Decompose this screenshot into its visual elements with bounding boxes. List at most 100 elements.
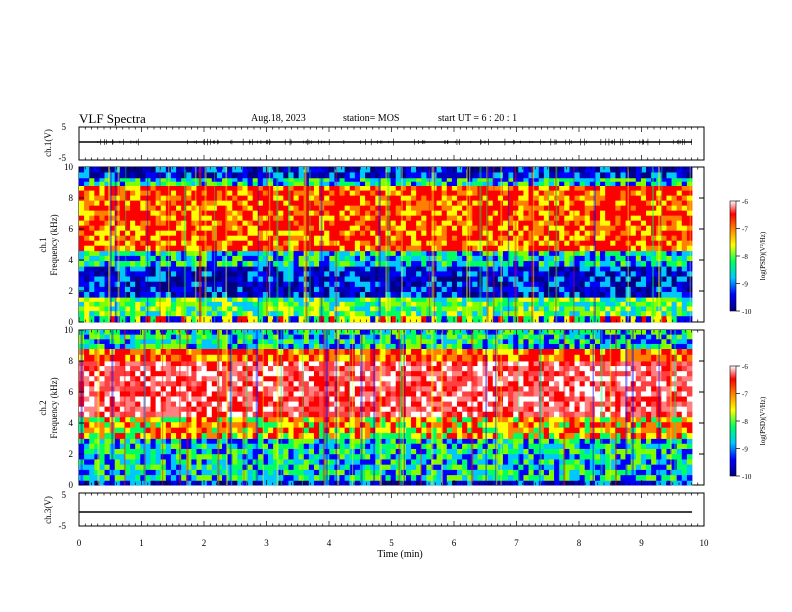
spectrogram-cell bbox=[268, 195, 274, 202]
spectrogram-cell bbox=[319, 469, 325, 476]
spectrogram-cell bbox=[349, 172, 356, 179]
spectrogram-cell bbox=[222, 266, 228, 272]
spectrogram-cell bbox=[533, 271, 540, 277]
spectrogram-cell bbox=[130, 448, 136, 455]
spectrogram-cell bbox=[411, 469, 417, 476]
spectrogram-cell bbox=[477, 281, 483, 288]
spectrogram-cell bbox=[170, 240, 177, 247]
spectrogram-cell bbox=[278, 167, 284, 173]
spectrogram-cell bbox=[487, 181, 494, 186]
spectrogram-cell bbox=[472, 480, 478, 486]
spectrogram-cell bbox=[329, 250, 335, 257]
spectrogram-cell bbox=[273, 266, 279, 272]
spectrogram-cell bbox=[283, 315, 289, 323]
spectrogram-cell bbox=[538, 200, 545, 207]
spectrogram-cell bbox=[319, 167, 325, 173]
spectrogram-cell bbox=[390, 315, 397, 323]
spectrogram-cell bbox=[508, 315, 514, 323]
spectrogram-cell bbox=[528, 240, 535, 247]
spectrogram-cell bbox=[242, 464, 248, 471]
spectrogram-cell bbox=[656, 215, 662, 222]
spectrogram-cell bbox=[170, 181, 177, 186]
spectrogram-cell bbox=[523, 271, 529, 277]
spectrogram-cell bbox=[124, 281, 131, 288]
spectrogram-cell bbox=[589, 210, 596, 217]
spectrogram-cell bbox=[681, 464, 688, 471]
spectrogram-cell bbox=[84, 245, 90, 252]
burst-streak bbox=[268, 167, 271, 322]
spectrogram-cell bbox=[354, 240, 361, 247]
spectrogram-cell bbox=[431, 195, 437, 202]
spectrogram-cell bbox=[610, 167, 616, 173]
spectrogram-cell bbox=[666, 475, 672, 481]
spectrogram-cell bbox=[513, 167, 519, 173]
spectrogram-cell bbox=[472, 215, 478, 222]
spectrogram-cell bbox=[124, 454, 131, 460]
spectrogram-cell bbox=[462, 297, 468, 303]
spectrogram-cell bbox=[380, 210, 386, 217]
spectrogram-cell bbox=[421, 181, 427, 186]
spectrogram-cell bbox=[216, 200, 223, 207]
spectrogram-cell bbox=[615, 448, 621, 455]
spectrogram-cell bbox=[431, 306, 437, 312]
spectrogram-cell bbox=[201, 297, 208, 303]
spectrogram-cell bbox=[344, 195, 351, 202]
spectrogram-cell bbox=[656, 276, 662, 283]
spectrogram-cell bbox=[170, 172, 177, 179]
spectrogram-cell bbox=[273, 200, 279, 207]
spectrogram-cell bbox=[79, 297, 85, 303]
spectrogram-cell bbox=[94, 185, 100, 192]
spectrogram-cell bbox=[160, 255, 167, 262]
spectrogram-cell bbox=[303, 240, 310, 247]
spectrogram-cell bbox=[451, 195, 458, 202]
spectrogram-cell bbox=[589, 306, 596, 312]
spectrogram-cell bbox=[630, 266, 637, 272]
spectrogram-cell bbox=[119, 301, 126, 307]
spectrogram-cell bbox=[262, 266, 269, 272]
spectrogram-cell bbox=[431, 177, 437, 183]
spectrogram-cell bbox=[482, 220, 489, 227]
spectrogram-cell bbox=[564, 261, 570, 267]
spectrogram-cell bbox=[334, 225, 340, 232]
spectrogram-cell bbox=[600, 261, 606, 267]
spectrogram-cell bbox=[574, 306, 581, 312]
spectrogram-cell bbox=[79, 250, 85, 257]
spectrogram-cell bbox=[94, 292, 100, 298]
spectrogram-cell bbox=[462, 464, 468, 471]
spectrogram-cell bbox=[278, 172, 284, 179]
spectrogram-cell bbox=[232, 225, 238, 232]
spectrogram-cell bbox=[451, 292, 458, 298]
spectrogram-cell bbox=[656, 454, 662, 460]
spectrogram-cell bbox=[99, 215, 105, 222]
spectrogram-cell bbox=[620, 454, 626, 460]
spectrogram-cell bbox=[124, 438, 131, 445]
spectrogram-cell bbox=[278, 250, 284, 257]
spectrogram-cell bbox=[492, 306, 499, 312]
spectrogram-cell bbox=[548, 266, 555, 272]
spectrogram-cell bbox=[365, 438, 371, 445]
spectrogram-cell bbox=[303, 167, 310, 173]
spectrogram-cell bbox=[518, 177, 524, 183]
spectrogram-cell bbox=[283, 245, 289, 252]
spectrogram-cell bbox=[119, 225, 126, 232]
spectrogram-cell bbox=[150, 167, 157, 173]
spectrogram-cell bbox=[620, 235, 626, 242]
spectrogram-cell bbox=[375, 454, 381, 460]
spectrogram-cell bbox=[640, 475, 647, 481]
spectrogram-cell bbox=[165, 261, 172, 267]
spectrogram-cell bbox=[303, 292, 310, 298]
spectrogram-cell bbox=[222, 438, 228, 445]
spectrogram-cell bbox=[145, 464, 151, 471]
spectrogram-cell bbox=[165, 225, 172, 232]
ch1-waveform-panel: 5 -5 ch.1(V) bbox=[43, 122, 705, 163]
spectrogram-cell bbox=[273, 185, 279, 192]
spectrogram-cell bbox=[497, 286, 504, 293]
spectrogram-cell bbox=[548, 306, 555, 312]
spectrogram-cell bbox=[140, 215, 146, 222]
spectrogram-cell bbox=[451, 225, 458, 232]
spectrogram-cell bbox=[119, 250, 126, 257]
spectrogram-cell bbox=[181, 200, 187, 207]
spectrogram-cell bbox=[477, 190, 483, 197]
spectrogram-cell bbox=[574, 235, 581, 242]
spectrogram-cell bbox=[176, 250, 182, 257]
